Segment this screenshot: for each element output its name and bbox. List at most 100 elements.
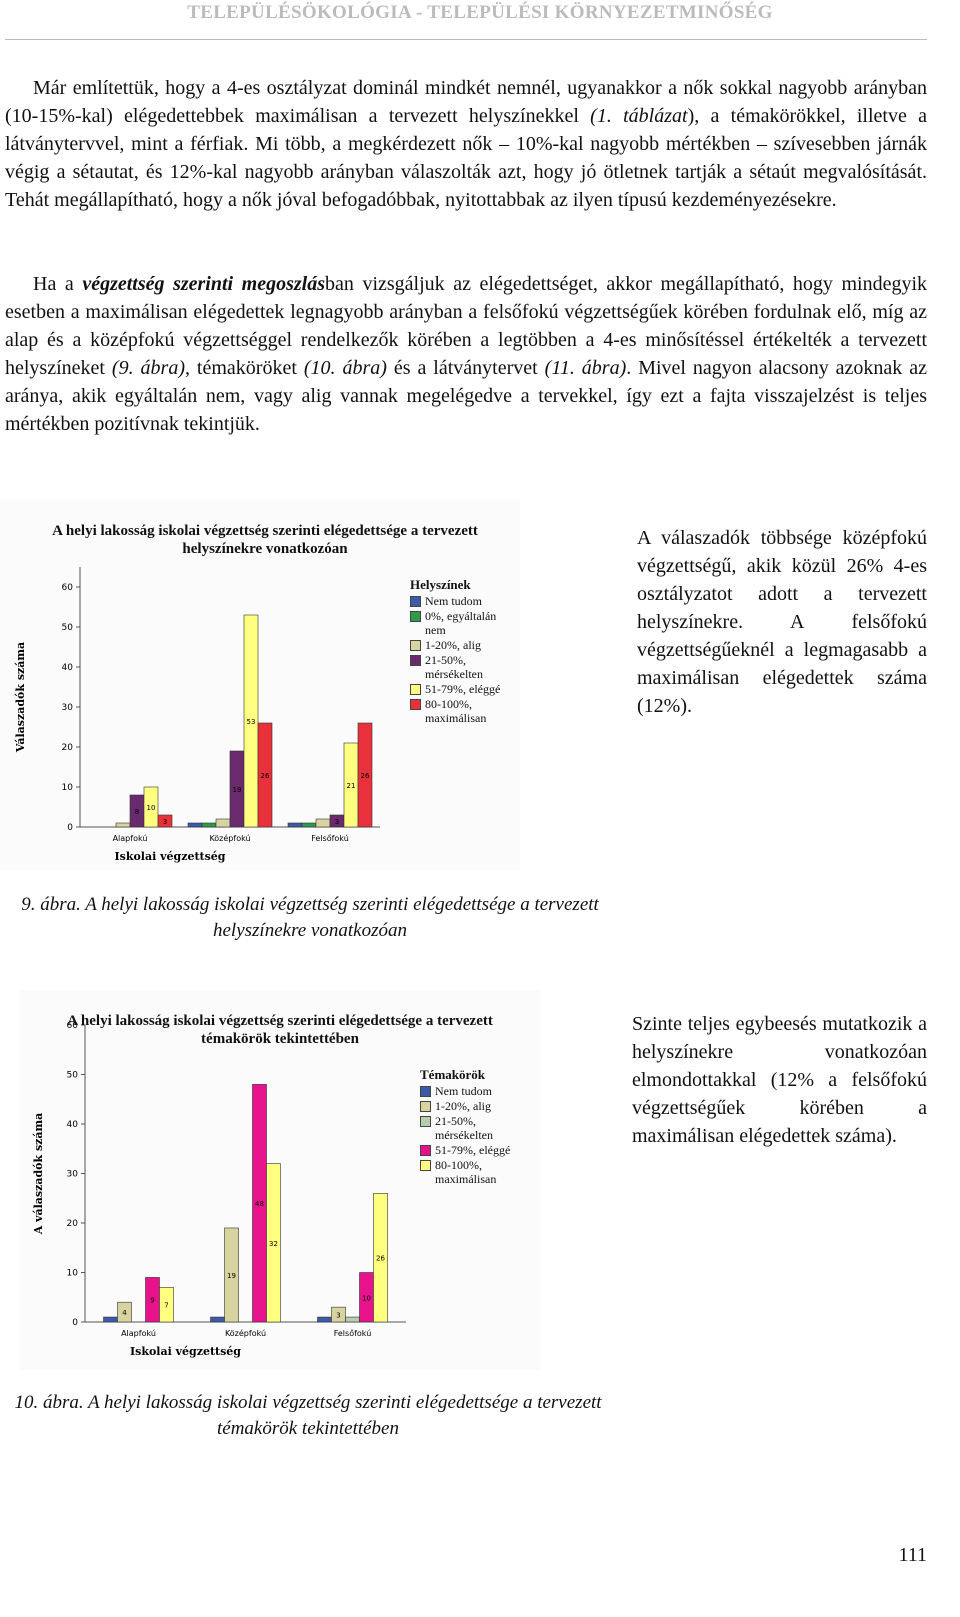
chart: 0 10 20 30 40 50 60 A válaszadók száma Iskolai v… <box>20 990 540 1370</box>
text: Már említettük, hogy a 4-es osztályzat d… <box>5 77 927 127</box>
data-label: 3 <box>336 1312 340 1320</box>
bar <box>115 822 131 828</box>
data-label: 26 <box>361 772 370 780</box>
data-label: 3 <box>335 818 339 826</box>
x-axis-title: Iskolai végzettség <box>130 1345 241 1358</box>
y-tick-label: 60 <box>62 583 74 593</box>
legend-label: 1-20%, alig <box>425 638 481 652</box>
data-label: 19 <box>233 786 242 794</box>
side-text: Szinte teljes egybeesés mutatkozik a hel… <box>632 1013 927 1147</box>
data-label: 48 <box>255 1200 264 1208</box>
legend-label: 0%, egyáltalán nem <box>425 609 497 637</box>
bar <box>373 1193 388 1323</box>
data-label: 21 <box>347 782 356 790</box>
legend-entry: Nem tudom <box>420 1084 520 1098</box>
legend: Témakörök Nem tudom 1-20%, alig 21-50%, mér… <box>420 1068 520 1187</box>
paragraph: Már említettük, hogy a 4-es osztályzat d… <box>5 74 927 214</box>
data-label: 4 <box>122 1309 127 1317</box>
header-rule <box>5 39 927 40</box>
data-label: 10 <box>362 1294 371 1302</box>
legend-entry: 80-100%, maximálisan <box>420 1158 520 1186</box>
legend-swatch <box>410 699 421 710</box>
bar <box>257 722 273 828</box>
y-tick-label: 40 <box>67 1120 79 1130</box>
y-tick-label: 0 <box>72 1318 78 1328</box>
legend-swatch <box>410 655 421 666</box>
side-text: A válaszadók többsége középfokú végzetts… <box>637 527 927 717</box>
caption: 9. ábra. A helyi lakosság iskolai végzet… <box>21 894 599 941</box>
y-tick-label: 50 <box>62 623 74 633</box>
y-axis-title: A válaszadók száma <box>32 1113 45 1236</box>
x-tick-label: Középfokú <box>225 1328 266 1338</box>
legend-swatch <box>410 684 421 695</box>
legend-entry: 51-79%, eléggé <box>420 1143 520 1157</box>
bar <box>224 1227 239 1323</box>
bar <box>103 1316 118 1323</box>
bar <box>143 786 159 828</box>
header-title: TELEPÜLÉSÖKOLÓGIA - TELEPÜLÉSI KÖRNYEZET… <box>187 2 773 23</box>
caption: 10. ábra. A helyi lakosság iskolai végze… <box>14 1392 602 1439</box>
data-label: 8 <box>135 808 139 816</box>
bar <box>345 1316 360 1323</box>
y-axis-title: Válaszadók száma <box>14 642 27 753</box>
data-label: 53 <box>247 718 256 726</box>
bar <box>159 1287 174 1323</box>
text: és a látványtervet <box>386 357 545 379</box>
y-tick-label: 10 <box>62 783 74 793</box>
legend-label: 80-100%, maximálisan <box>425 697 487 725</box>
y-tick-label: 10 <box>67 1269 79 1279</box>
legend-swatch <box>420 1101 431 1112</box>
legend-label: 51-79%, eléggé <box>435 1143 511 1157</box>
data-label: 32 <box>269 1240 278 1248</box>
bar <box>243 614 259 828</box>
legend-label: 21-50%, mérsékelten <box>425 653 483 681</box>
bar <box>301 822 317 828</box>
chart-title: A helyi lakosság iskolai végzettség szer… <box>52 523 478 557</box>
legend-label: 51-79%, eléggé <box>425 682 501 696</box>
legend-label: 1-20%, alig <box>435 1099 491 1113</box>
bar <box>215 818 231 828</box>
y-tick-label: 30 <box>62 703 74 713</box>
data-label: 3 <box>163 818 167 826</box>
text: Ha a <box>33 273 83 295</box>
y-tick-label: 30 <box>67 1170 79 1180</box>
x-tick-label: Középfokú <box>209 833 250 843</box>
legend-swatch <box>410 640 421 651</box>
legend-entry: 1-20%, alig <box>410 638 510 652</box>
text: (10. ábra) <box>303 357 387 379</box>
data-label: 10 <box>147 804 156 812</box>
bar <box>210 1316 225 1323</box>
chart-title: A helyi lakosság iskolai végzettség szer… <box>67 1013 493 1047</box>
legend-entry: 1-20%, alig <box>420 1099 520 1113</box>
y-tick-label: 0 <box>67 823 73 833</box>
legend-title: Témakörök <box>420 1067 485 1082</box>
bar <box>287 822 303 828</box>
chart-plot: 0 10 20 30 40 50 60 Válaszadók száma Iskolai vég… <box>14 567 380 863</box>
y-tick-label: 20 <box>67 1219 79 1229</box>
legend-entry: 21-50%, mérsékelten <box>420 1114 520 1142</box>
bar <box>317 1316 332 1323</box>
legend-entry: 21-50%, mérsékelten <box>410 653 510 681</box>
legend-entry: 80-100%, maximálisan <box>410 697 510 725</box>
legend-entry: 0%, egyáltalán nem <box>410 609 510 637</box>
legend-label: Nem tudom <box>435 1084 492 1098</box>
text: , témaköröket <box>184 357 304 379</box>
bar <box>117 1301 132 1323</box>
y-tick-label: 60 <box>67 1021 79 1031</box>
legend-swatch <box>420 1116 431 1127</box>
legend-swatch <box>420 1086 431 1097</box>
x-tick-label: Felsőfokú <box>311 834 349 843</box>
chart: 0 10 20 30 40 50 60 Válaszadók száma Iskolai vég… <box>0 500 520 870</box>
text: . Mivel nagyon alacsony azoknak az arány… <box>5 357 928 435</box>
text: (1. táblázat <box>590 105 688 127</box>
y-tick-label: 20 <box>62 743 74 753</box>
legend-swatch <box>410 611 421 622</box>
text: ), a témakörökkel, illetve a látványterv… <box>5 105 927 211</box>
data-label: 9 <box>150 1297 154 1305</box>
bar <box>357 722 373 828</box>
page-number: 111 <box>898 1544 927 1566</box>
legend: Helyszínek Nem tudom 0%, egyáltalán nem 1-2… <box>410 578 510 726</box>
legend-label: 21-50%, mérsékelten <box>435 1114 493 1142</box>
chart-plot: 0 10 20 30 40 50 60 A válaszadók száma Iskolai v… <box>32 1021 406 1358</box>
